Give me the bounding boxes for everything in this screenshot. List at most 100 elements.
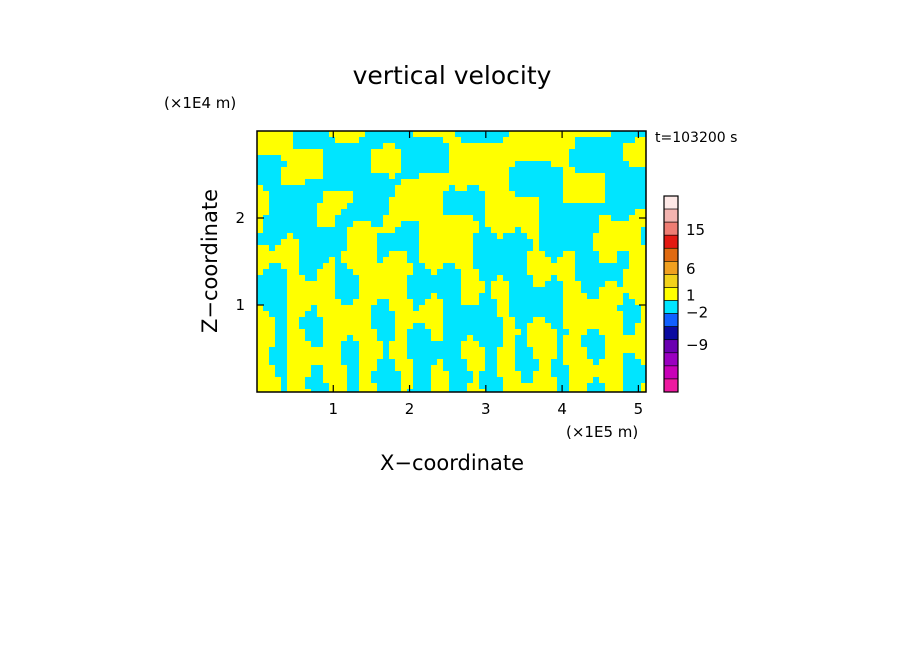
field-cell-positive [641,383,646,389]
field-cell-positive [317,305,371,311]
field-cell-positive [257,317,275,323]
field-cell-positive [389,347,407,353]
field-cell-positive [623,281,646,287]
colorbar-level [663,234,679,249]
field-cell-positive [563,353,587,359]
field-cell-positive [497,371,521,377]
colorbar-frame [663,195,679,393]
field-cell-positive [287,389,311,392]
field-cell-positive [599,215,611,221]
field-cell-positive [257,383,281,389]
field-cell-positive [359,275,407,281]
field-cell-positive [533,239,539,245]
field-cell-positive [467,389,485,392]
field-cell-positive [389,251,407,257]
field-cell-positive [323,329,377,335]
colorbar-level [663,339,679,354]
field-cell-positive [503,335,515,341]
x-tick-label: 3 [481,400,491,418]
field-cell-positive [287,371,311,377]
field-cell-positive [419,227,479,233]
field-cell-positive [605,341,646,347]
field-cell-positive [371,161,401,167]
field-cell-positive [257,371,275,377]
field-cell-positive [479,185,509,191]
field-cell-positive [497,311,509,317]
field-cell-positive [431,335,443,341]
field-cell-positive [347,263,413,269]
field-cell-positive [359,371,371,377]
x-tick-label: 1 [329,400,339,418]
field-cell-positive [401,389,407,392]
field-cell-positive [593,245,646,251]
field-cell-positive [287,305,311,311]
field-cell-positive [533,275,551,281]
colorbar-level [663,261,679,275]
field-cell-positive [257,251,299,257]
field-cell-positive [431,269,437,275]
field-cell-positive [455,263,473,269]
colorbar-tick-label: 15 [686,221,705,239]
field-cell-positive [257,137,293,143]
colorbar-level [663,326,679,341]
field-cell-positive [323,335,347,341]
field-cell-positive [455,185,467,191]
field-cell-positive [635,209,646,215]
field-cell-positive [353,335,377,341]
colorbar-level [663,247,679,262]
field-cell-positive [539,359,551,365]
field-cell-positive [503,389,557,392]
field-cell-positive [533,377,557,383]
field-cell-positive [461,347,485,353]
field-cell-positive [287,275,305,281]
field-cell-positive [569,383,587,389]
field-cell-positive [359,377,371,383]
field-cell-positive [473,371,479,377]
field-cell-positive [497,275,503,281]
field-cell-positive [605,347,646,353]
field-cell-positive [527,263,575,269]
field-cell-positive [563,359,593,365]
field-cell-positive [497,347,515,353]
field-cell-positive [347,227,395,233]
field-cell-positive [563,167,575,173]
field-cell-positive [593,233,641,239]
field-cell-positive [359,353,383,359]
field-cell-positive [599,221,646,227]
field-cell-positive [503,329,521,335]
field-cell-positive [605,335,646,341]
field-cell-positive [287,347,341,353]
field-cell-positive [605,353,623,359]
field-cell-positive [467,365,485,371]
field-cell-positive [257,131,293,137]
field-cell-positive [317,209,341,215]
field-cell-positive [641,317,646,323]
field-cell-positive [599,287,646,293]
field-cell-positive [419,305,443,311]
field-cell-positive [401,371,413,377]
field-cell-positive [623,275,646,281]
field-cell-positive [623,155,646,161]
field-cell-positive [281,167,323,173]
field-cell-positive [461,269,479,275]
field-cell-positive [257,143,293,149]
field-cell-positive [527,269,575,275]
colorbar-level [663,365,679,380]
field-cell-positive [491,293,509,299]
field-cell-positive [497,365,515,371]
field-cell-positive [599,377,623,383]
field-cell-positive [443,137,461,143]
field-cell-positive [257,329,275,335]
field-cell-positive [425,323,443,329]
field-cell-positive [389,341,407,347]
field-cell-positive [359,383,377,389]
field-cell-positive [287,383,305,389]
field-cell-positive [431,377,449,383]
field-cell-positive [497,233,503,239]
field-cell-positive [341,251,377,257]
field-cell-positive [563,299,623,305]
field-cell-positive [323,371,347,377]
field-cell-positive [323,197,353,203]
field-cell-positive [563,179,605,185]
field-cell-positive [461,341,479,347]
